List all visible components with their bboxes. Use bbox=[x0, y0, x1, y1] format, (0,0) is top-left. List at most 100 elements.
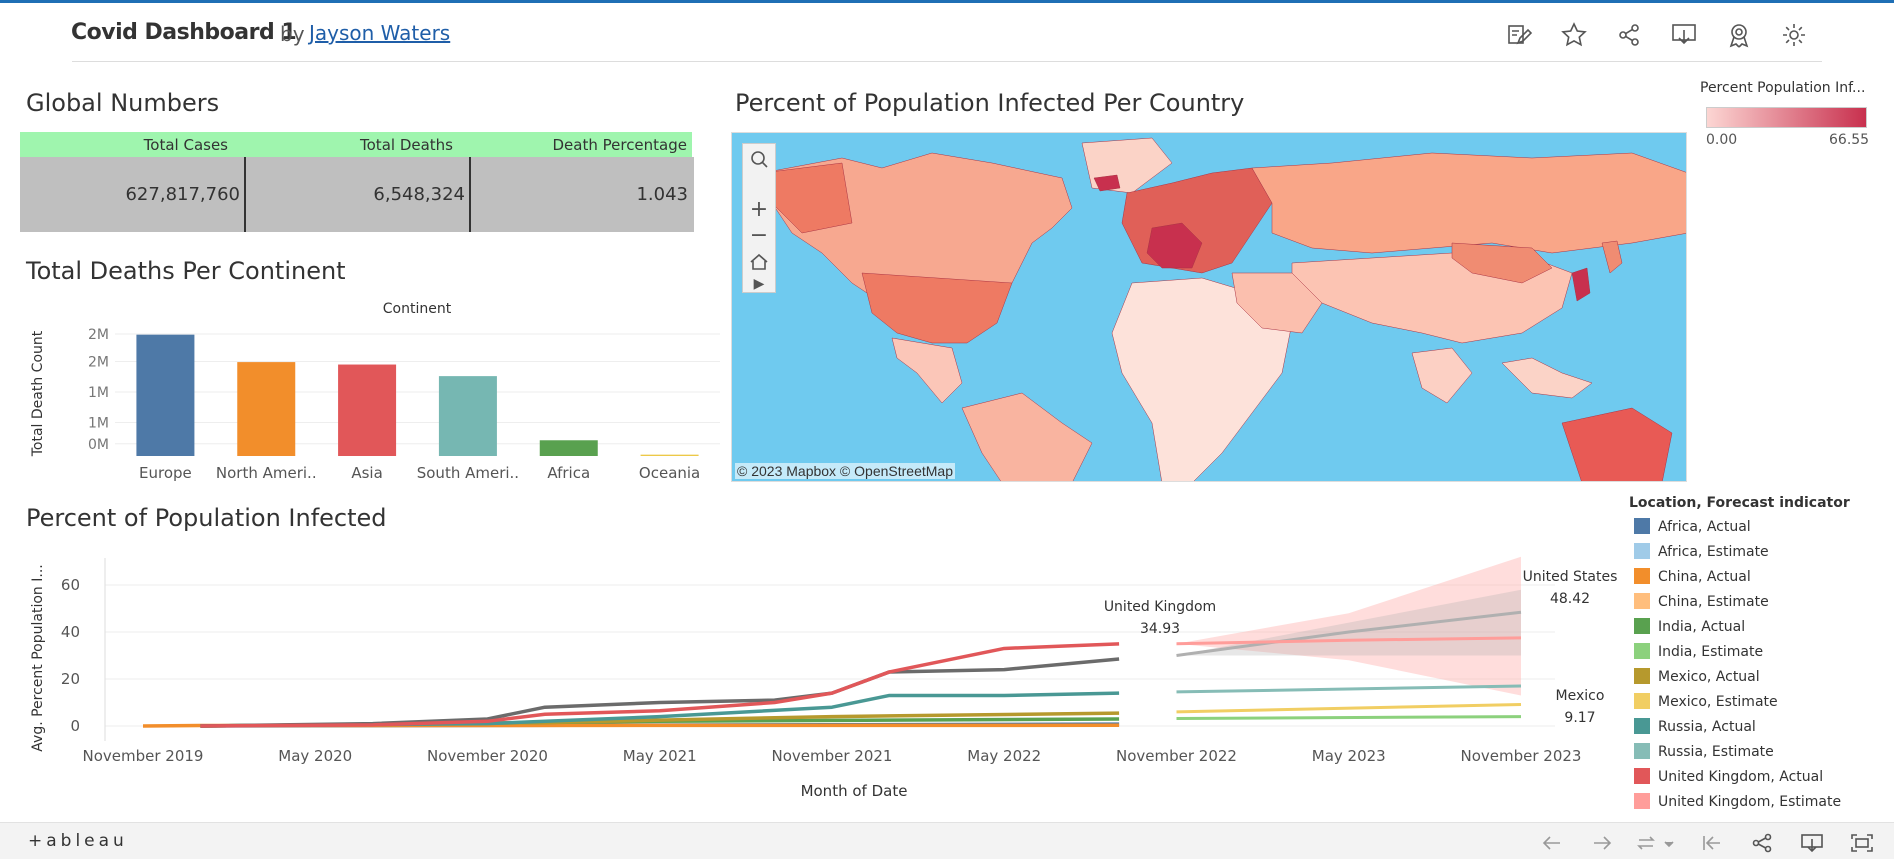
legend-item[interactable]: United Kingdom, Estimate bbox=[1634, 793, 1841, 815]
x-tick-label: Asia bbox=[351, 464, 382, 482]
star-icon[interactable] bbox=[1560, 21, 1588, 49]
legend-label: United Kingdom, Actual bbox=[1658, 769, 1824, 785]
legend-swatch bbox=[1634, 543, 1650, 559]
legend-label: Mexico, Actual bbox=[1658, 669, 1760, 685]
author-by-label: by bbox=[280, 22, 305, 46]
download-icon[interactable] bbox=[1800, 832, 1824, 854]
y-tick-label: 60 bbox=[61, 576, 80, 594]
y-tick-label: 0M bbox=[88, 437, 109, 453]
redo-icon[interactable] bbox=[1590, 832, 1614, 854]
bar bbox=[640, 454, 699, 456]
x-tick-label: November 2022 bbox=[1116, 747, 1237, 765]
column-divider bbox=[469, 157, 471, 232]
x-tick-label: North Ameri.. bbox=[216, 464, 317, 482]
legend-swatch bbox=[1634, 518, 1650, 534]
bar bbox=[237, 362, 296, 456]
legend-item[interactable]: Africa, Estimate bbox=[1634, 543, 1769, 565]
series-line bbox=[1176, 684, 1522, 694]
legend-swatch bbox=[1634, 743, 1650, 759]
x-tick-label: November 2020 bbox=[427, 747, 548, 765]
legend-swatch bbox=[1634, 693, 1650, 709]
bar bbox=[136, 334, 195, 456]
legend-swatch bbox=[1634, 568, 1650, 584]
total-deaths-value: 6,548,324 bbox=[373, 184, 465, 205]
annotation-label: Mexico bbox=[1556, 688, 1605, 704]
forecast-band bbox=[1176, 556, 1521, 696]
legend-item[interactable]: China, Actual bbox=[1634, 568, 1751, 590]
fullscreen-icon[interactable] bbox=[1850, 832, 1874, 854]
continent-chart-title: Total Deaths Per Continent bbox=[26, 257, 346, 285]
map-legend-max: 66.55 bbox=[1829, 132, 1870, 148]
series-line bbox=[1176, 636, 1522, 646]
bar bbox=[338, 364, 397, 456]
death-percentage-value: 1.043 bbox=[636, 184, 688, 205]
legend-item[interactable]: Africa, Actual bbox=[1634, 518, 1751, 540]
undo-icon[interactable] bbox=[1540, 832, 1564, 854]
series-line bbox=[200, 642, 1120, 728]
death-percentage-header: Death Percentage bbox=[552, 136, 687, 154]
total-cases-value: 627,817,760 bbox=[125, 184, 240, 205]
legend-item[interactable]: China, Estimate bbox=[1634, 593, 1769, 615]
author-link[interactable]: Jayson Waters bbox=[309, 21, 451, 45]
map-search-icon[interactable] bbox=[743, 146, 775, 174]
y-tick-label: 2M bbox=[88, 354, 109, 370]
x-tick-label: May 2023 bbox=[1312, 747, 1386, 765]
series-line bbox=[1176, 702, 1522, 714]
zoom-out-icon[interactable]: − bbox=[749, 223, 769, 248]
legend-item[interactable]: Mexico, Estimate bbox=[1634, 693, 1778, 715]
legend-label: Africa, Actual bbox=[1658, 519, 1751, 535]
legend-label: Mexico, Estimate bbox=[1658, 694, 1778, 710]
annotation-label: United States bbox=[1523, 569, 1618, 585]
legend-swatch bbox=[1634, 668, 1650, 684]
revert-start-icon[interactable] bbox=[1700, 832, 1724, 854]
award-icon[interactable] bbox=[1725, 21, 1753, 49]
legend-swatch bbox=[1634, 593, 1650, 609]
legend-item[interactable]: Russia, Actual bbox=[1634, 718, 1756, 740]
map-title: Percent of Population Infected Per Count… bbox=[735, 89, 1245, 117]
legend-label: China, Estimate bbox=[1658, 594, 1769, 610]
map-countries bbox=[761, 137, 1686, 481]
legend-label: Africa, Estimate bbox=[1658, 544, 1769, 560]
zoom-in-icon[interactable]: + bbox=[749, 197, 769, 222]
home-icon[interactable] bbox=[743, 248, 775, 276]
series-line bbox=[200, 657, 1120, 728]
column-divider bbox=[244, 157, 246, 232]
x-tick-label: May 2021 bbox=[623, 747, 697, 765]
legend-swatch bbox=[1634, 718, 1650, 734]
legend-label: India, Actual bbox=[1658, 619, 1746, 635]
legend-swatch bbox=[1634, 768, 1650, 784]
gear-icon[interactable] bbox=[1780, 21, 1808, 49]
edit-icon[interactable] bbox=[1505, 21, 1533, 49]
global-numbers-header: Total Cases Total Deaths Death Percentag… bbox=[20, 132, 692, 157]
legend-label: Russia, Actual bbox=[1658, 719, 1756, 735]
legend-item[interactable]: India, Actual bbox=[1634, 618, 1745, 640]
revert-icon[interactable] bbox=[1635, 832, 1674, 854]
y-axis-label: Avg. Percent Population I... bbox=[30, 564, 46, 751]
legend-item[interactable]: United Kingdom, Actual bbox=[1634, 768, 1823, 790]
legend-swatch bbox=[1634, 618, 1650, 634]
legend-item[interactable]: Mexico, Actual bbox=[1634, 668, 1760, 690]
legend-label: United Kingdom, Estimate bbox=[1658, 794, 1842, 810]
legend-label: China, Actual bbox=[1658, 569, 1751, 585]
legend-item[interactable]: Russia, Estimate bbox=[1634, 743, 1774, 765]
map-legend-title: Percent Population Inf... bbox=[1700, 80, 1866, 96]
play-icon[interactable]: ▶ bbox=[753, 276, 765, 292]
legend-item[interactable]: India, Estimate bbox=[1634, 643, 1763, 665]
world-map[interactable]: + − ▶ © 2023 Mapbox © OpenStreetMap bbox=[731, 132, 1687, 482]
x-tick-label: South Ameri.. bbox=[417, 464, 519, 482]
global-numbers-title: Global Numbers bbox=[26, 89, 220, 117]
map-credit: © 2023 Mapbox © OpenStreetMap bbox=[735, 463, 955, 479]
y-axis-label: Total Death Count bbox=[30, 330, 46, 457]
line-legend-title: Location, Forecast indicator bbox=[1629, 495, 1850, 511]
annotation-value: 48.42 bbox=[1550, 591, 1590, 607]
series-line bbox=[1176, 715, 1522, 720]
map-toolbar: + − ▶ bbox=[742, 143, 776, 293]
download-icon[interactable] bbox=[1670, 21, 1698, 49]
y-tick-label: 0 bbox=[70, 717, 80, 735]
x-tick-label: November 2023 bbox=[1461, 747, 1582, 765]
bar bbox=[438, 376, 497, 456]
share-icon[interactable] bbox=[1750, 832, 1774, 854]
share-icon[interactable] bbox=[1615, 21, 1643, 49]
y-tick-label: 2M bbox=[88, 327, 109, 343]
dashboard-title: Covid Dashboard 1 bbox=[71, 20, 297, 45]
